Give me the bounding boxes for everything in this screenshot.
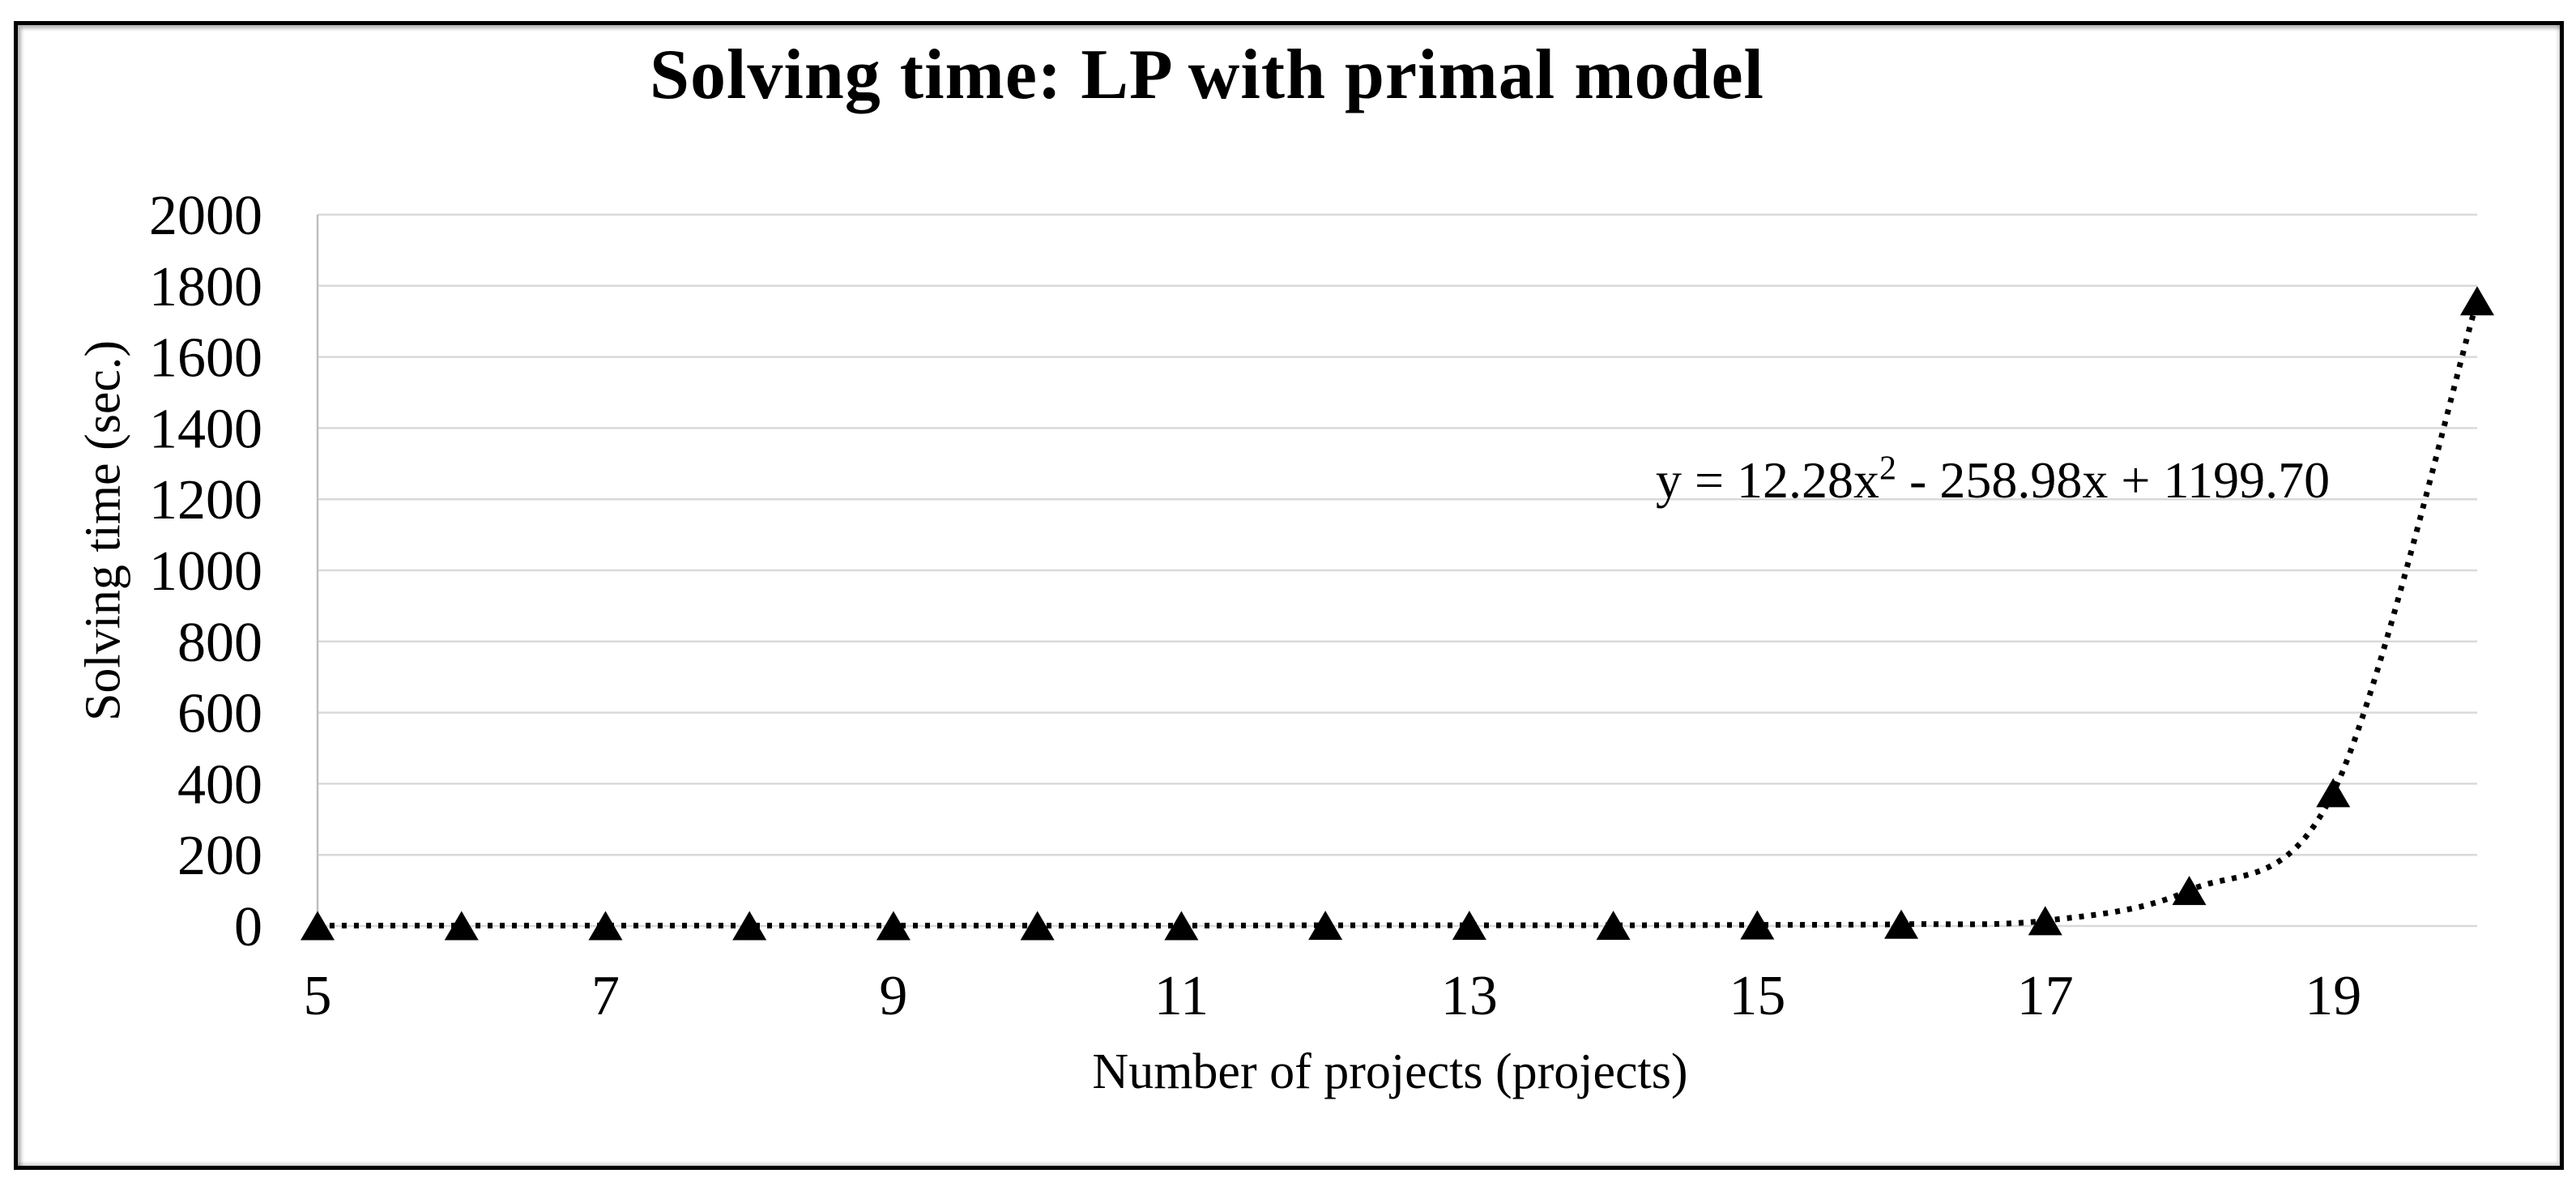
x-axis-title: Number of projects (projects)	[1092, 1044, 1688, 1099]
y-tick-label: 2000	[149, 185, 262, 247]
x-tick-label: 17	[2017, 965, 2074, 1027]
x-tick-label: 11	[1154, 965, 1209, 1027]
trend-line	[318, 300, 2480, 929]
y-tick-label: 200	[177, 825, 262, 887]
y-tick-label: 600	[177, 683, 262, 745]
y-tick-label: 1600	[149, 327, 262, 390]
x-tick-label: 13	[1441, 965, 1498, 1027]
chart-frame	[14, 21, 2564, 1170]
y-tick-label: 400	[177, 753, 262, 816]
data-point-marker	[1020, 911, 1055, 941]
x-tick-label: 15	[1729, 965, 1785, 1027]
y-tick-label: 800	[177, 612, 262, 674]
data-point-marker	[2028, 906, 2062, 936]
x-tick-label: 9	[879, 965, 907, 1027]
x-tick-label: 7	[591, 965, 620, 1027]
data-point-marker	[1740, 910, 1775, 940]
y-tick-label: 1200	[149, 469, 262, 531]
y-tick-label: 1800	[149, 256, 262, 318]
chart-title: Solving time: LP with primal model	[650, 36, 1764, 114]
equation-suffix: - 258.98x + 1199.70	[1896, 451, 2331, 509]
data-point-marker	[1308, 911, 1343, 941]
trendline-equation: y = 12.28x2 - 258.98x + 1199.70	[1656, 450, 2330, 510]
data-point-marker	[1164, 911, 1199, 941]
data-point-marker	[444, 911, 479, 941]
data-point-marker	[1452, 911, 1486, 941]
y-tick-label: 1400	[149, 398, 262, 460]
data-point-marker	[876, 911, 911, 941]
equation-exponent: 2	[1879, 450, 1897, 488]
y-tick-label: 0	[234, 896, 262, 958]
data-point-marker	[2172, 876, 2207, 906]
data-point-marker	[301, 911, 335, 941]
equation-prefix: y = 12.28x	[1655, 451, 1880, 509]
x-tick-label: 19	[2305, 965, 2361, 1027]
data-point-marker	[1884, 909, 1919, 939]
y-tick-label: 1000	[149, 540, 262, 603]
data-point-marker	[588, 911, 623, 941]
data-point-marker	[1596, 911, 1631, 941]
data-point-marker	[2460, 286, 2494, 316]
x-tick-label: 5	[304, 965, 332, 1027]
y-axis-title: Solving time (sec.)	[75, 339, 131, 722]
data-point-marker	[2316, 778, 2351, 808]
data-point-marker	[732, 911, 767, 941]
